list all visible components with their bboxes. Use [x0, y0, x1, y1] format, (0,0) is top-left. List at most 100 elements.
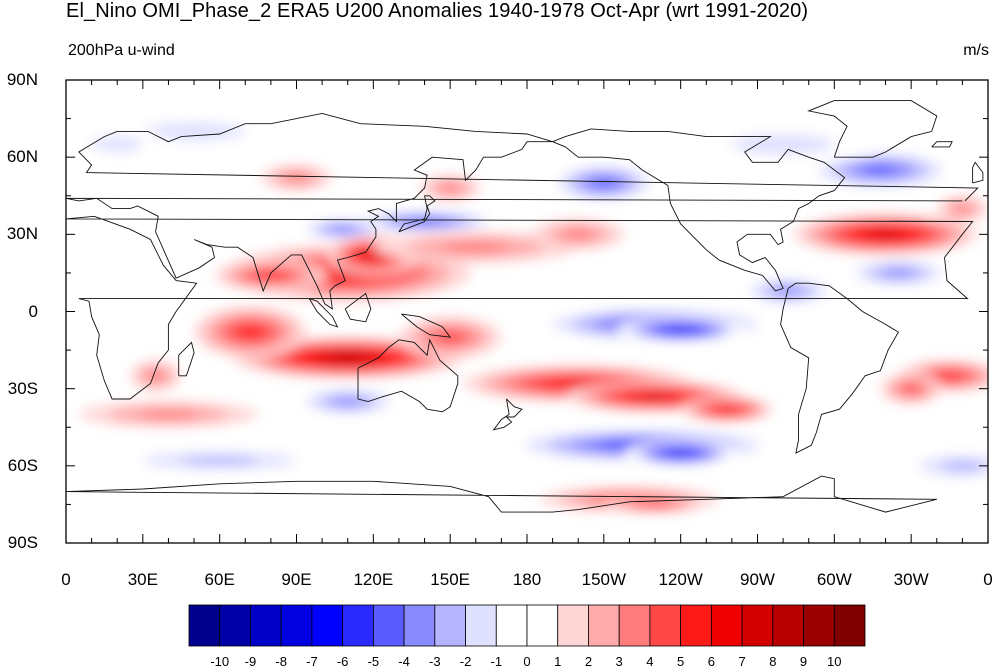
coastline-australia	[357, 338, 459, 413]
colorbar-label: -6	[336, 654, 349, 669]
colorbar-swatch	[403, 604, 436, 647]
lon-tick-label: 90W	[740, 570, 775, 589]
anomaly-blob-20	[624, 440, 738, 466]
lon-tick-label: 120E	[353, 570, 394, 589]
anomaly-blob-25	[842, 257, 955, 289]
anomaly-blob-13	[793, 213, 978, 255]
colorbar-swatch	[741, 604, 774, 647]
variable-label: 200hPa u-wind	[68, 42, 175, 59]
colorbar-label: 0	[523, 654, 531, 669]
coastline-newguinea	[401, 313, 452, 338]
colorbar-swatch	[588, 604, 620, 647]
colorbar-label: 9	[799, 654, 808, 669]
coastline-antarctica	[66, 475, 937, 513]
coastline-iceland	[931, 141, 953, 148]
colorbar-swatch	[342, 604, 374, 647]
colorbar-swatch	[833, 604, 866, 647]
lon-tick-label: 0	[61, 570, 71, 589]
anomaly-blob-36	[936, 195, 988, 222]
units-label: m/s	[963, 42, 989, 59]
anomaly-blob-28	[898, 450, 988, 482]
colorbar-label: -7	[306, 654, 318, 669]
coastline-samerica	[780, 282, 900, 454]
coastline-eurasia	[66, 112, 979, 310]
lon-tick-label: 30W	[893, 570, 929, 589]
colorbar-label: 2	[584, 654, 593, 669]
coastline-borneo	[344, 292, 372, 323]
colorbar-label: 7	[738, 654, 746, 669]
coastline-japan	[398, 195, 436, 233]
lat-tick-label: 90S	[7, 533, 38, 552]
coastline-indonesia-sumatra	[308, 298, 339, 328]
lat-tick-label: 90N	[6, 70, 38, 89]
colorbar-label: -10	[210, 654, 230, 669]
colorbar-label: -2	[459, 654, 472, 669]
colorbar-label: 1	[554, 654, 562, 669]
colorbar-label: -4	[398, 654, 410, 669]
colorbar-swatch	[772, 604, 804, 647]
coastline-madagascar	[178, 341, 195, 377]
anomaly-blob-33	[603, 496, 707, 513]
anomaly-blob-12	[260, 164, 333, 191]
anomaly-blob-8	[680, 396, 773, 423]
colorbar-label: 6	[707, 654, 715, 669]
colorbar-label: -3	[429, 654, 441, 669]
colorbar-swatch	[434, 604, 466, 647]
coastline-africa	[66, 215, 974, 400]
colorbar-label: 10	[827, 654, 842, 669]
lon-tick-label: 60E	[204, 570, 235, 589]
colorbar-label: -1	[490, 654, 503, 669]
coastline-nz	[492, 398, 523, 431]
colorbar-swatch	[188, 604, 221, 647]
anomaly-blob-11	[419, 175, 481, 201]
lon-tick-label: 0	[983, 570, 993, 589]
anomaly-blob-31	[66, 128, 169, 160]
colorbar-label: -9	[244, 654, 257, 669]
colorbar-swatch	[557, 604, 589, 647]
anomaly-blob-27	[104, 447, 335, 474]
anomaly-blob-30	[680, 123, 886, 165]
anomaly-blob-9	[373, 231, 579, 263]
coastline-uk	[972, 161, 984, 184]
lon-tick-label: 30E	[127, 570, 158, 589]
anomaly-blob-34	[78, 401, 259, 428]
lat-tick-label: 60N	[6, 147, 38, 167]
lat-tick-label: 30N	[6, 224, 38, 244]
coastline-greenland	[807, 100, 938, 158]
anomaly-blob-22	[296, 218, 389, 240]
anomaly-blob-1	[214, 260, 328, 291]
colorbar-label: 3	[615, 654, 623, 669]
colorbar-label: 4	[646, 654, 654, 669]
lon-tick-label: 150E	[430, 570, 471, 589]
colorbar-swatch	[372, 604, 405, 647]
anomaly-blob-18	[737, 275, 840, 307]
colorbar-swatch	[710, 604, 743, 647]
lat-tick-label: 60S	[7, 455, 38, 475]
lon-tick-label: 180	[512, 570, 542, 589]
lon-tick-label: 90E	[281, 570, 312, 589]
chart-title: El_Nino OMI_Phase_2 ERA5 U200 Anomalies …	[66, 0, 809, 22]
coastline-namerica	[552, 128, 846, 292]
lon-tick-label: 60W	[816, 570, 852, 589]
anomaly-blob-23	[547, 162, 661, 204]
colorbar-swatch	[495, 604, 528, 647]
colorbar-swatch	[526, 604, 559, 647]
colorbar-swatch	[219, 604, 251, 647]
colorbar-swatch	[680, 604, 712, 647]
anomaly-blob-35	[130, 360, 182, 392]
colorbar-label: 8	[769, 654, 777, 669]
anomaly-blob-17	[616, 316, 745, 343]
colorbar-swatch	[250, 604, 282, 647]
colorbar-swatch	[803, 604, 835, 647]
anomaly-blob-10	[532, 218, 625, 250]
lon-tick-label: 150W	[581, 570, 627, 589]
lat-tick-label: 30S	[7, 378, 38, 398]
anomaly-blob-15	[880, 373, 942, 405]
anomaly-blob-26	[291, 386, 405, 417]
lat-tick-label: 0	[28, 301, 38, 321]
colorbar-swatch	[311, 604, 344, 647]
colorbar-swatch	[280, 604, 313, 647]
colorbar-swatch	[649, 604, 682, 647]
colorbar-label: 5	[677, 654, 685, 669]
